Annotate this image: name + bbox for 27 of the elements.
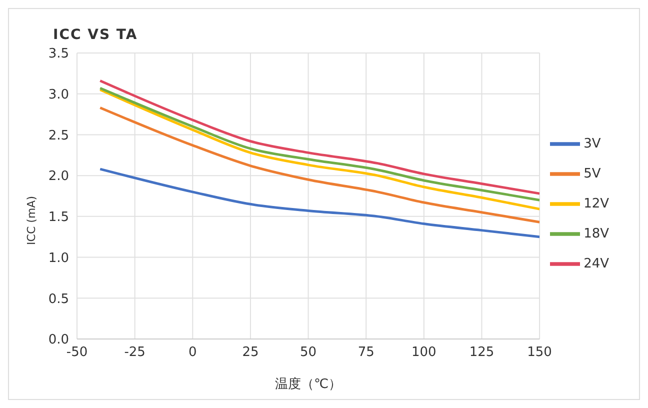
x-tick-label: 25 [242,345,259,360]
x-tick-label: 0 [188,345,197,360]
x-tick-label: 125 [469,345,494,360]
x-tick-label: 50 [300,345,317,360]
y-tick-label: 0.5 [48,292,69,307]
y-tick-label: 3.5 [48,46,69,62]
chart-title: ICC VS TA [53,27,138,43]
legend-label: 5V [584,166,601,182]
y-tick-label: 1.0 [48,250,69,266]
x-tick-label: 75 [358,345,374,360]
x-tick-label: -25 [124,345,146,360]
legend-label: 12V [584,196,609,212]
y-tick-label: 3.0 [48,87,69,102]
y-tick-label: 2.5 [48,128,69,144]
y-tick-label: 0.0 [48,332,69,348]
y-tick-label: 1.5 [48,210,69,226]
legend-label: 18V [584,226,609,242]
x-axis-title: 温度（℃） [274,376,342,392]
x-tick-label: 100 [412,345,436,360]
x-tick-label: -50 [66,345,88,360]
y-axis-title: ICC (mA) [24,196,38,245]
legend-label: 3V [584,136,601,152]
x-tick-label: 150 [527,345,552,360]
line-series [98,168,540,238]
line-series [98,106,540,224]
legend-label: 24V [584,256,609,272]
y-tick-label: 2.0 [48,169,69,184]
